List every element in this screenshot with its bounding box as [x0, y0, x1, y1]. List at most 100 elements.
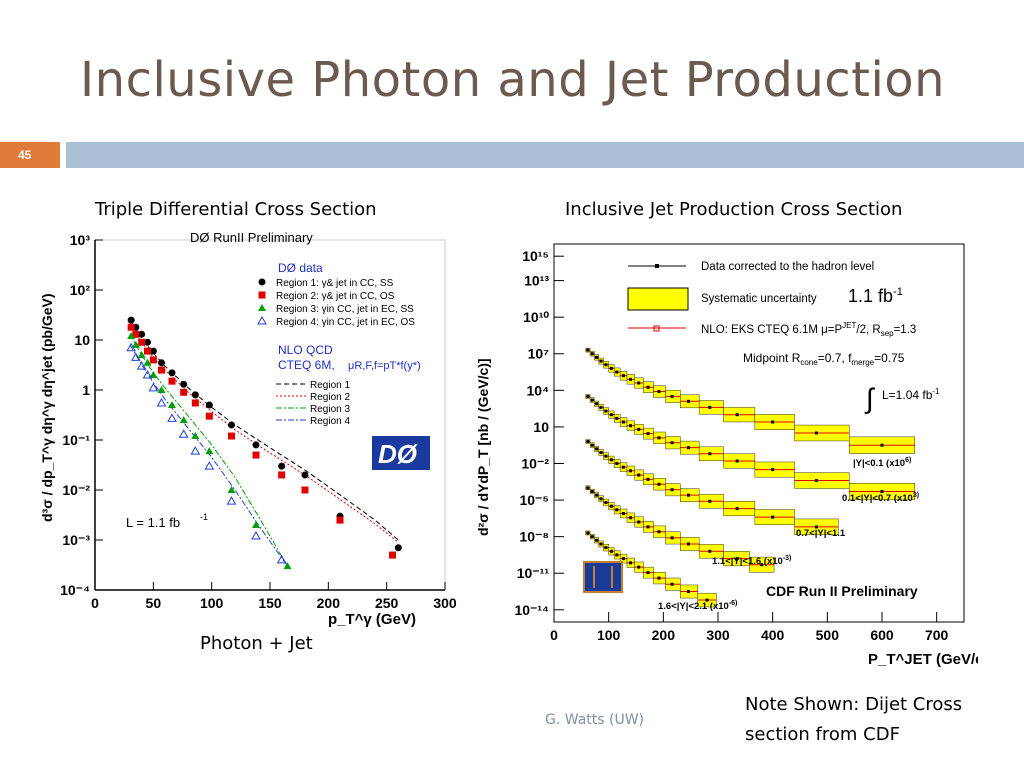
d0-data-point	[191, 399, 199, 407]
d0-y-tick-label: 10⁻²	[62, 482, 90, 498]
d0-theory-legend-label: Region 1	[310, 380, 350, 391]
cdf-data-point	[599, 542, 603, 546]
cdf-data-point	[595, 493, 599, 497]
cdf-data-point	[590, 443, 594, 447]
d0-x-tick-label: 250	[375, 595, 399, 611]
d0-x-tick-label: 300	[433, 595, 457, 611]
cdf-legend: Data corrected to the hadron level Syste…	[627, 261, 940, 414]
d0-data-point	[131, 340, 140, 348]
cdf-data-point	[814, 525, 818, 529]
cdf-data-point	[637, 427, 641, 431]
cdf-data-point	[735, 557, 739, 561]
cdf-data-point	[771, 468, 775, 472]
cdf-integral-icon: ∫	[864, 383, 876, 414]
cdf-data-point	[629, 377, 633, 381]
cdf-inclusive-jet-chart: 0 100 200 300 400 500 600 700 10⁻¹⁴ 10⁻¹¹ 10⁻⁸ 10⁻⁵…	[475, 243, 978, 668]
d0-data-point	[132, 330, 140, 338]
cdf-data-point	[629, 424, 633, 428]
cdf-y-tick-label: 10⁴	[527, 382, 550, 398]
cdf-data-point	[609, 458, 613, 462]
cdf-data-point	[629, 561, 633, 565]
cdf-y-tick-label: 10⁻²	[521, 455, 549, 471]
cdf-data-point	[599, 451, 603, 455]
cdf-data-point	[609, 366, 613, 370]
cdf-data-point	[705, 598, 709, 602]
cdf-legend-data-marker	[655, 264, 659, 268]
d0-data-point	[158, 359, 165, 367]
d0-data-point	[252, 451, 260, 459]
cdf-data-point	[708, 405, 712, 409]
d0-y-tick-label: 10⁻³	[62, 532, 90, 548]
d0-data-point	[127, 323, 135, 331]
d0-x-axis-label: p_T^γ (GeV)	[328, 611, 416, 628]
cdf-y-tick-label: 10¹⁵	[522, 248, 549, 264]
cdf-data-point	[771, 515, 775, 519]
cdf-legend-sys-box	[627, 287, 689, 311]
cdf-data-point	[686, 542, 690, 546]
d0-plot-area: 0 50 100 150 200 250 300 10⁻⁴ 10⁻³ 10⁻² 10⁻¹ 1 10 10²…	[60, 232, 457, 611]
cdf-data-point	[670, 536, 674, 540]
d0-y-tick-label: 10²	[70, 282, 91, 298]
d0-theory-title: NLO QCD	[278, 343, 333, 357]
d0-data-point	[156, 397, 167, 407]
cdf-data-point	[621, 420, 625, 424]
d0-y-tick-label: 1	[82, 382, 90, 398]
cdf-data-point	[657, 482, 661, 486]
d0-luminosity: L = 1.1 fb	[126, 515, 180, 530]
cdf-x-tick-label: 500	[816, 627, 840, 643]
d0-data-point	[149, 356, 157, 364]
d0-data-point	[142, 369, 153, 379]
cdf-x-tick-label: 400	[761, 627, 785, 643]
cdf-data-point	[771, 420, 775, 424]
cdf-data-point	[735, 413, 739, 417]
slide-title: Inclusive Photon and Jet Production	[80, 52, 946, 108]
cdf-y-tick-label: 10¹⁰	[523, 309, 549, 325]
cdf-legend-sys-text: Systematic uncertainty	[701, 293, 817, 305]
d0-logo: DØ	[372, 436, 430, 470]
cdf-x-tick-label: 300	[706, 627, 730, 643]
cdf-y-axis-label: d²σ / dYdP_T [nb / (GeV/c)]	[475, 358, 491, 536]
cdf-data-point	[586, 440, 590, 444]
cdf-data-point	[670, 582, 674, 586]
cdf-data-point	[604, 363, 608, 367]
cdf-data-point	[595, 538, 599, 542]
d0-data-point	[180, 388, 188, 396]
d0-data-point	[148, 382, 159, 392]
d0-data-point	[301, 486, 309, 494]
d0-data-point	[191, 432, 200, 440]
cdf-data-point	[637, 381, 641, 385]
d0-y-tick-label: 10⁻¹	[62, 432, 90, 448]
cdf-data-point	[686, 399, 690, 403]
cdf-data-point	[609, 504, 613, 508]
d0-data-point	[205, 412, 213, 420]
cdf-data-point	[621, 511, 625, 515]
cdf-data-point	[646, 571, 650, 575]
d0-data-point	[126, 342, 137, 352]
cdf-data-point	[615, 553, 619, 557]
cdf-data-point	[586, 394, 590, 398]
d0-data-point	[190, 446, 201, 455]
cdf-data-point	[604, 409, 608, 413]
cdf-chart-title: CDF Run II Preliminary	[766, 583, 918, 599]
cdf-x-tick-label: 600	[870, 627, 894, 643]
d0-data-point	[394, 544, 402, 552]
d0-legend-marker	[258, 278, 266, 286]
d0-data-point	[167, 413, 177, 422]
cdf-data-point	[735, 507, 739, 511]
d0-data-point	[251, 531, 261, 540]
cdf-data-point	[615, 370, 619, 374]
cdf-y-tick-label: 10⁻⁵	[519, 492, 549, 508]
cdf-data-point	[595, 402, 599, 406]
d0-data-point	[143, 358, 152, 366]
cdf-data-point	[646, 525, 650, 529]
cdf-data-point	[686, 493, 690, 497]
cdf-data-point	[637, 565, 641, 569]
cdf-legend-midpoint: Midpoint Rcone=0.7, fmerge=0.75	[743, 351, 905, 367]
cdf-data-point	[586, 348, 590, 352]
d0-data-point	[276, 554, 287, 564]
d0-data-point	[149, 347, 157, 355]
d0-photon-jet-chart: DØ RunII Preliminary 0 50 100 150 200 250 300 1…	[39, 230, 457, 628]
cdf-series-label: 1.1<|Y|<1.6 (x10-3)	[712, 555, 791, 567]
d0-logo-text: DØ	[378, 439, 419, 469]
d0-theory-line	[129, 324, 399, 543]
